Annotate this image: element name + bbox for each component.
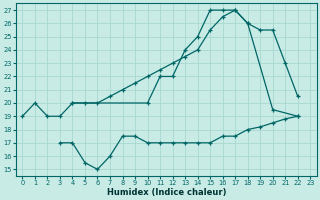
X-axis label: Humidex (Indice chaleur): Humidex (Indice chaleur) — [107, 188, 226, 197]
